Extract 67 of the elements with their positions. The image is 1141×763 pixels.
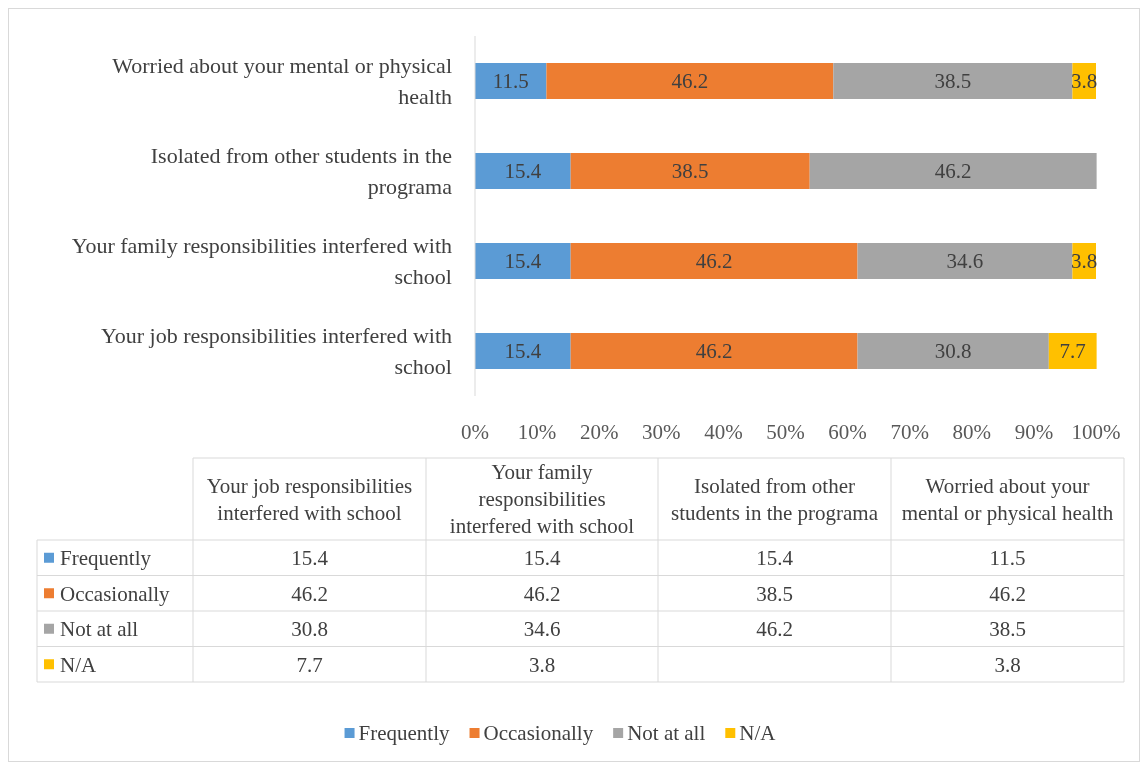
x-tick-label: 100% <box>1071 420 1121 445</box>
x-tick-label: 0% <box>461 420 489 445</box>
bar <box>809 153 1097 189</box>
y-tick-label: Worried about your mental or physical health <box>112 53 452 110</box>
data-label: 46.2 <box>671 69 709 94</box>
text: 3.8 <box>994 652 1021 677</box>
data-label: 30.8 <box>934 339 972 364</box>
bar <box>475 153 571 189</box>
bar <box>475 63 547 99</box>
bar <box>1048 333 1097 369</box>
category-label: Your family responsibilities interfered with school <box>449 460 635 539</box>
legend-label: Not at all <box>627 721 706 746</box>
text: 46.2 <box>989 581 1026 606</box>
data-label: 46.2 <box>934 159 972 184</box>
x-tick-label: 90% <box>1014 420 1054 445</box>
bar <box>570 153 810 189</box>
category-label: N/A <box>60 652 97 677</box>
bar <box>857 243 1073 279</box>
x-tick-label: 60% <box>828 420 867 445</box>
y-tick-label: Isolated from other students in the programa <box>150 143 453 200</box>
category-label: Frequently <box>60 546 151 571</box>
x-tick-label: 40% <box>704 420 743 445</box>
data-label: 11.5 <box>492 69 529 94</box>
text: 38.5 <box>756 581 793 606</box>
text: 11.5 <box>989 546 1026 571</box>
text: 46.2 <box>756 617 793 642</box>
text: 15.4 <box>291 546 328 571</box>
x-tick-label: 20% <box>579 420 619 445</box>
legend-label: N/A <box>739 721 777 746</box>
data-label: 46.2 <box>695 339 733 364</box>
legend-label: Frequently <box>358 721 451 746</box>
data-label: 38.5 <box>934 69 972 94</box>
text: 3.8 <box>528 652 556 677</box>
data-label: 15.4 <box>504 339 542 364</box>
text: 7.7 <box>296 652 323 677</box>
bar <box>570 333 858 369</box>
data-label: 15.4 <box>504 159 542 184</box>
text: 46.2 <box>523 581 561 606</box>
data-label: 7.7 <box>1059 339 1086 364</box>
data-label: 34.6 <box>946 249 984 274</box>
bar <box>857 333 1049 369</box>
bar <box>570 243 858 279</box>
data-label: 15.4 <box>504 249 542 274</box>
bar <box>475 333 571 369</box>
text: 46.2 <box>291 581 328 606</box>
x-tick-label: 70% <box>890 420 929 445</box>
category-label: Occasionally <box>60 581 170 606</box>
legend-label: Occasionally <box>483 721 594 746</box>
text: 15.4 <box>756 546 793 571</box>
x-tick-label: 80% <box>952 420 992 445</box>
bar <box>546 63 834 99</box>
x-tick-label: 10% <box>517 420 557 445</box>
text: 30.8 <box>291 617 328 642</box>
category-label: Isolated from other students in the programa <box>670 473 879 525</box>
text: 38.5 <box>989 617 1026 642</box>
category-label: Not at all <box>60 617 139 642</box>
bar <box>475 243 571 279</box>
category-label: Worried about your mental or physical health <box>901 473 1114 525</box>
y-tick-label: Your job responsibilities interfered with school <box>101 323 452 380</box>
text: 15.4 <box>523 546 561 571</box>
x-tick-label: 50% <box>766 420 805 445</box>
text: 34.6 <box>523 617 561 642</box>
y-tick-label: Your family responsibilities interfered with school <box>71 233 452 290</box>
data-label: 38.5 <box>671 159 709 184</box>
data-label: 46.2 <box>695 249 733 274</box>
x-tick-label: 30% <box>642 420 681 445</box>
bar <box>833 63 1073 99</box>
